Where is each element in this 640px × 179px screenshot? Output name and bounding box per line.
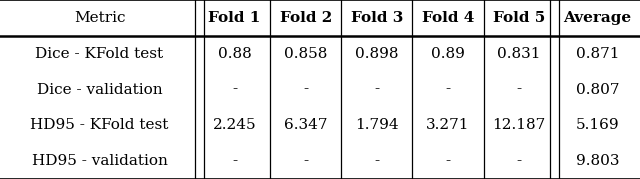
Text: Average: Average bbox=[563, 11, 632, 25]
Text: Dice - validation: Dice - validation bbox=[36, 83, 163, 96]
Text: Fold 1: Fold 1 bbox=[209, 11, 261, 25]
Text: -: - bbox=[374, 83, 380, 96]
Text: -: - bbox=[303, 154, 308, 168]
Text: 9.803: 9.803 bbox=[575, 154, 619, 168]
Text: 2.245: 2.245 bbox=[213, 118, 257, 132]
Text: -: - bbox=[232, 83, 237, 96]
Text: -: - bbox=[445, 83, 451, 96]
Text: -: - bbox=[374, 154, 380, 168]
Text: -: - bbox=[516, 154, 522, 168]
Text: 1.794: 1.794 bbox=[355, 118, 399, 132]
Text: -: - bbox=[232, 154, 237, 168]
Text: Fold 5: Fold 5 bbox=[493, 11, 545, 25]
Text: 3.271: 3.271 bbox=[426, 118, 470, 132]
Text: -: - bbox=[445, 154, 451, 168]
Text: 0.871: 0.871 bbox=[575, 47, 619, 61]
Text: 0.89: 0.89 bbox=[431, 47, 465, 61]
Text: Metric: Metric bbox=[74, 11, 125, 25]
Text: -: - bbox=[303, 83, 308, 96]
Text: 5.169: 5.169 bbox=[575, 118, 619, 132]
Text: Dice - KFold test: Dice - KFold test bbox=[35, 47, 164, 61]
Text: 0.898: 0.898 bbox=[355, 47, 399, 61]
Text: 0.831: 0.831 bbox=[497, 47, 541, 61]
Text: Fold 4: Fold 4 bbox=[422, 11, 474, 25]
Text: 6.347: 6.347 bbox=[284, 118, 328, 132]
Text: 12.187: 12.187 bbox=[493, 118, 546, 132]
Text: 0.88: 0.88 bbox=[218, 47, 252, 61]
Text: 0.807: 0.807 bbox=[575, 83, 619, 96]
Text: Fold 3: Fold 3 bbox=[351, 11, 403, 25]
Text: HD95 - KFold test: HD95 - KFold test bbox=[30, 118, 169, 132]
Text: Fold 2: Fold 2 bbox=[280, 11, 332, 25]
Text: -: - bbox=[516, 83, 522, 96]
Text: 0.858: 0.858 bbox=[284, 47, 328, 61]
Text: HD95 - validation: HD95 - validation bbox=[31, 154, 168, 168]
